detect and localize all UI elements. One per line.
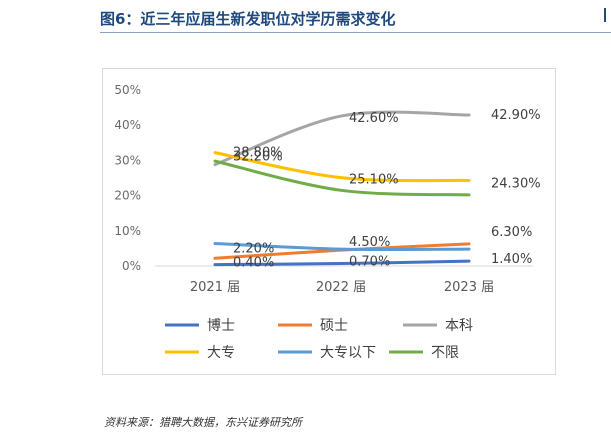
data-label: 32.20% xyxy=(233,150,283,165)
edge-marker xyxy=(604,8,606,22)
data-label: 0.70% xyxy=(349,255,390,270)
data-label: 28.80% xyxy=(233,146,283,161)
legend-label: 不限 xyxy=(431,345,459,361)
y-tick-label: 30% xyxy=(114,153,141,167)
x-tick-label: 2023 届 xyxy=(444,280,494,295)
series-line xyxy=(213,110,471,167)
legend-label: 博士 xyxy=(207,317,235,334)
source-note: 资料来源：猎聘大数据，东兴证券研究所 xyxy=(104,416,302,429)
line-chart: 0% 10% 20% 30% 40% 50% 2021 届 2022 届 2023 届 0.40%… xyxy=(114,83,541,361)
legend-label: 大专 xyxy=(207,345,235,361)
legend-label: 大专以下 xyxy=(320,345,376,361)
x-tick-label: 2022 届 xyxy=(316,280,366,295)
series-line xyxy=(213,159,471,197)
series-line xyxy=(213,259,471,267)
data-label: 6.30% xyxy=(491,225,532,240)
data-label: 42.90% xyxy=(491,108,541,123)
data-label: 42.60% xyxy=(349,111,399,126)
y-tick-label: 40% xyxy=(114,118,141,132)
data-label: 0.40% xyxy=(233,256,274,271)
y-tick-label: 50% xyxy=(114,83,141,97)
y-tick-label: 0% xyxy=(122,259,141,273)
data-label: 4.50% xyxy=(349,235,390,250)
legend-label: 本科 xyxy=(445,318,473,334)
data-label: 25.10% xyxy=(349,173,399,188)
legend-label: 硕士 xyxy=(320,318,348,334)
series-line xyxy=(213,241,471,252)
y-tick-label: 10% xyxy=(114,224,141,238)
data-label: 2.20% xyxy=(233,241,274,256)
data-label: 24.30% xyxy=(491,176,541,191)
series-line xyxy=(213,151,471,183)
x-tick-label: 2021 届 xyxy=(190,280,240,295)
figure-title: 图6：近三年应届生新发职位对学历需求变化 xyxy=(100,10,396,28)
chart-area: 0% 10% 20% 30% 40% 50% 2021 届 2022 届 2023 届 0.40%… xyxy=(102,68,556,375)
data-label: 1.40% xyxy=(491,252,532,267)
title-divider xyxy=(100,32,611,33)
y-tick-label: 20% xyxy=(114,189,141,203)
